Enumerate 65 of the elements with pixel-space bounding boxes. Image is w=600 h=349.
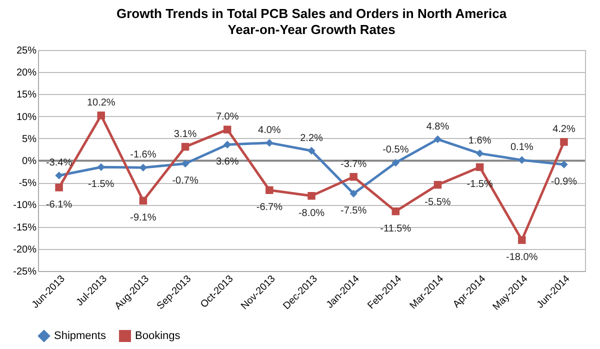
data-label: 4.8% <box>426 121 450 132</box>
data-label: -8.0% <box>298 208 325 219</box>
data-label: 10.2% <box>86 97 116 108</box>
data-label: -9.1% <box>130 212 156 224</box>
point <box>476 150 484 158</box>
point <box>350 190 358 198</box>
y-tick-label: -25% <box>13 266 37 278</box>
point <box>518 156 526 164</box>
point <box>308 192 316 200</box>
data-label: -6.1% <box>46 199 72 210</box>
data-label: -1.6% <box>130 150 156 161</box>
point <box>392 158 400 167</box>
data-label: -0.5% <box>382 144 409 156</box>
point <box>308 146 316 155</box>
y-tick-label: 5% <box>22 134 37 145</box>
data-label: -5.5% <box>424 196 451 208</box>
y-tick-label: -5% <box>18 178 37 190</box>
data-label: 2.2% <box>300 132 324 144</box>
chart-subtitle: Year-on-Year Growth Rates <box>228 22 396 37</box>
y-tick-label: 20% <box>16 68 37 79</box>
data-label: -0.9% <box>550 176 578 188</box>
y-tick-label: -15% <box>13 222 37 234</box>
point <box>139 196 148 205</box>
legend-label: Shipments <box>54 330 106 342</box>
data-label: -3.7% <box>340 158 367 170</box>
y-tick-label: 25% <box>16 46 37 56</box>
data-label: 0.1% <box>510 142 534 154</box>
legend-label: Bookings <box>135 330 181 342</box>
data-label: -6.7% <box>256 202 283 214</box>
y-tick-label: -20% <box>13 244 37 256</box>
point <box>560 138 568 146</box>
point <box>55 184 63 192</box>
point <box>392 207 400 216</box>
point <box>223 140 232 148</box>
point <box>560 160 568 168</box>
data-label: 7.0% <box>216 112 239 123</box>
point <box>181 142 190 151</box>
data-label: 4.0% <box>258 124 281 136</box>
data-label: -3.4% <box>46 158 72 169</box>
y-tick-label: -10% <box>13 200 37 212</box>
point <box>266 138 274 147</box>
point <box>350 172 358 181</box>
point <box>434 135 442 144</box>
data-label: 4.2% <box>552 124 576 135</box>
data-label: -0.7% <box>172 176 198 187</box>
point <box>55 172 63 180</box>
data-label: -11.5% <box>380 223 412 234</box>
point <box>139 164 148 172</box>
point <box>97 112 105 120</box>
point <box>181 160 190 168</box>
point <box>266 186 274 194</box>
data-label: -1.5% <box>88 179 114 190</box>
point <box>518 236 526 244</box>
y-tick-label: 0% <box>22 156 37 167</box>
point <box>97 163 105 172</box>
point <box>223 126 232 134</box>
data-label: 3.1% <box>174 128 197 140</box>
point <box>434 180 442 189</box>
y-tick-label: 15% <box>16 90 37 101</box>
data-label: -18.0% <box>506 252 538 264</box>
data-label: 1.6% <box>468 135 492 146</box>
data-label: -7.5% <box>340 206 367 217</box>
y-tick-label: 10% <box>16 112 37 123</box>
point <box>476 163 484 172</box>
chart-title: Growth Trends in Total PCB Sales and Orders in North America <box>116 6 508 21</box>
